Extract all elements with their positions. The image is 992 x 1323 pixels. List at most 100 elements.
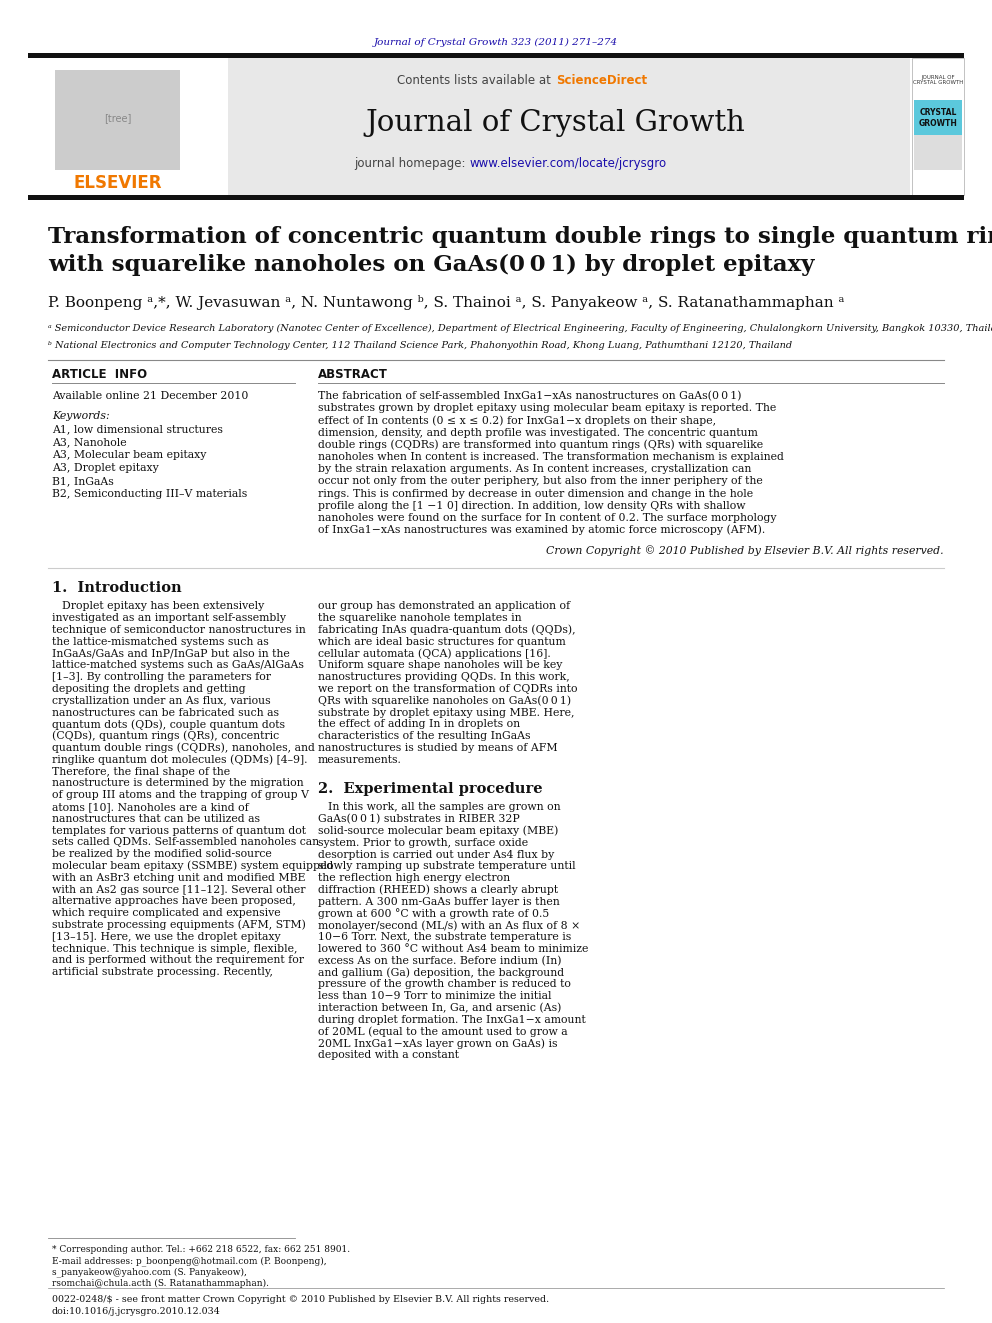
Text: ᵃ Semiconductor Device Research Laboratory (Nanotec Center of Excellence), Depar: ᵃ Semiconductor Device Research Laborato… — [48, 323, 992, 332]
Text: the lattice-mismatched systems such as: the lattice-mismatched systems such as — [52, 636, 269, 647]
Text: technique of semiconductor nanostructures in: technique of semiconductor nanostructure… — [52, 624, 306, 635]
Text: system. Prior to growth, surface oxide: system. Prior to growth, surface oxide — [318, 837, 528, 848]
Text: A3, Molecular beam epitaxy: A3, Molecular beam epitaxy — [52, 450, 206, 460]
Text: ringlike quantum dot molecules (QDMs) [4–9].: ringlike quantum dot molecules (QDMs) [4… — [52, 754, 308, 765]
Text: of 20ML (equal to the amount used to grow a: of 20ML (equal to the amount used to gro… — [318, 1027, 567, 1037]
Text: 20ML InxGa1−xAs layer grown on GaAs) is: 20ML InxGa1−xAs layer grown on GaAs) is — [318, 1039, 558, 1049]
Text: Uniform square shape nanoholes will be key: Uniform square shape nanoholes will be k… — [318, 660, 562, 671]
Text: * Corresponding author. Tel.: +662 218 6522, fax: 662 251 8901.: * Corresponding author. Tel.: +662 218 6… — [52, 1245, 350, 1254]
Text: alternative approaches have been proposed,: alternative approaches have been propose… — [52, 897, 296, 906]
Text: excess As on the surface. Before indium (In): excess As on the surface. Before indium … — [318, 955, 561, 966]
Text: our group has demonstrated an application of: our group has demonstrated an applicatio… — [318, 602, 570, 611]
Text: Transformation of concentric quantum double rings to single quantum rings: Transformation of concentric quantum dou… — [48, 226, 992, 247]
Text: substrate by droplet epitaxy using MBE. Here,: substrate by droplet epitaxy using MBE. … — [318, 708, 574, 717]
Text: CRYSTAL
GROWTH: CRYSTAL GROWTH — [919, 108, 957, 128]
Text: with an AsBr3 etching unit and modified MBE: with an AsBr3 etching unit and modified … — [52, 873, 306, 882]
Text: monolayer/second (ML/s) with an As flux of 8 ×: monolayer/second (ML/s) with an As flux … — [318, 919, 580, 930]
Text: substrate processing equipments (AFM, STM): substrate processing equipments (AFM, ST… — [52, 919, 306, 930]
Bar — [55, 70, 180, 169]
Text: be realized by the modified solid-source: be realized by the modified solid-source — [52, 849, 272, 859]
Text: [tree]: [tree] — [104, 112, 132, 123]
Text: quantum double rings (CQDRs), nanoholes, and: quantum double rings (CQDRs), nanoholes,… — [52, 742, 314, 753]
Text: with squarelike nanoholes on GaAs(0 0 1) by droplet epitaxy: with squarelike nanoholes on GaAs(0 0 1)… — [48, 254, 814, 277]
Text: E-mail addresses: p_boonpeng@hotmail.com (P. Boonpeng),: E-mail addresses: p_boonpeng@hotmail.com… — [52, 1256, 326, 1266]
Text: ScienceDirect: ScienceDirect — [556, 74, 647, 86]
Text: P. Boonpeng ᵃ,*, W. Jevasuwan ᵃ, N. Nuntawong ᵇ, S. Thainoi ᵃ, S. Panyakeow ᵃ, S: P. Boonpeng ᵃ,*, W. Jevasuwan ᵃ, N. Nunt… — [48, 295, 844, 310]
Text: [1–3]. By controlling the parameters for: [1–3]. By controlling the parameters for — [52, 672, 271, 683]
Text: Keywords:: Keywords: — [52, 411, 110, 421]
Text: Available online 21 December 2010: Available online 21 December 2010 — [52, 392, 248, 401]
Text: fabricating InAs quadra-quantum dots (QQDs),: fabricating InAs quadra-quantum dots (QQ… — [318, 624, 575, 635]
Text: the squarelike nanohole templates in: the squarelike nanohole templates in — [318, 613, 522, 623]
Bar — [28, 58, 910, 194]
Text: (CQDs), quantum rings (QRs), concentric: (CQDs), quantum rings (QRs), concentric — [52, 730, 279, 741]
Text: crystallization under an As flux, various: crystallization under an As flux, variou… — [52, 696, 271, 705]
Text: of InxGa1−xAs nanostructures was examined by atomic force microscopy (AFM).: of InxGa1−xAs nanostructures was examine… — [318, 525, 765, 536]
Text: doi:10.1016/j.jcrysgro.2010.12.034: doi:10.1016/j.jcrysgro.2010.12.034 — [52, 1307, 221, 1316]
Text: The fabrication of self-assembled InxGa1−xAs nanostructures on GaAs(0 0 1): The fabrication of self-assembled InxGa1… — [318, 390, 741, 401]
Text: technique. This technique is simple, flexible,: technique. This technique is simple, fle… — [52, 943, 298, 954]
Text: the reflection high energy electron: the reflection high energy electron — [318, 873, 510, 882]
Text: rings. This is confirmed by decrease in outer dimension and change in the hole: rings. This is confirmed by decrease in … — [318, 488, 753, 499]
Text: lowered to 360 °C without As4 beam to minimize: lowered to 360 °C without As4 beam to mi… — [318, 943, 588, 954]
Text: Contents lists available at: Contents lists available at — [398, 74, 555, 86]
Text: 0022-0248/$ - see front matter Crown Copyright © 2010 Published by Elsevier B.V.: 0022-0248/$ - see front matter Crown Cop… — [52, 1295, 550, 1304]
Text: solid-source molecular beam epitaxy (MBE): solid-source molecular beam epitaxy (MBE… — [318, 826, 558, 836]
Text: profile along the [1 −1 0] direction. In addition, low density QRs with shallow: profile along the [1 −1 0] direction. In… — [318, 501, 746, 511]
Text: 10−6 Torr. Next, the substrate temperature is: 10−6 Torr. Next, the substrate temperatu… — [318, 933, 571, 942]
Text: www.elsevier.com/locate/jcrysgro: www.elsevier.com/locate/jcrysgro — [470, 156, 668, 169]
Text: during droplet formation. The InxGa1−x amount: during droplet formation. The InxGa1−x a… — [318, 1015, 585, 1025]
Text: B1, InGaAs: B1, InGaAs — [52, 476, 114, 486]
Text: ARTICLE  INFO: ARTICLE INFO — [52, 368, 147, 381]
Text: substrates grown by droplet epitaxy using molecular beam epitaxy is reported. Th: substrates grown by droplet epitaxy usin… — [318, 404, 777, 413]
Bar — [28, 194, 964, 200]
Bar — [914, 101, 962, 135]
Text: depositing the droplets and getting: depositing the droplets and getting — [52, 684, 246, 695]
Text: nanoholes when In content is increased. The transformation mechanism is explaine: nanoholes when In content is increased. … — [318, 452, 784, 462]
Text: Journal of Crystal Growth 323 (2011) 271–274: Journal of Crystal Growth 323 (2011) 271… — [374, 37, 618, 46]
Text: which are ideal basic structures for quantum: which are ideal basic structures for qua… — [318, 636, 565, 647]
Text: nanoholes were found on the surface for In content of 0.2. The surface morpholog: nanoholes were found on the surface for … — [318, 513, 777, 523]
Text: characteristics of the resulting InGaAs: characteristics of the resulting InGaAs — [318, 732, 531, 741]
Text: A3, Droplet epitaxy: A3, Droplet epitaxy — [52, 463, 159, 474]
Text: [13–15]. Here, we use the droplet epitaxy: [13–15]. Here, we use the droplet epitax… — [52, 931, 281, 942]
Text: we report on the transformation of CQDRs into: we report on the transformation of CQDRs… — [318, 684, 577, 695]
Text: A1, low dimensional structures: A1, low dimensional structures — [52, 423, 223, 434]
Bar — [914, 135, 962, 169]
Text: molecular beam epitaxy (SSMBE) system equipped: molecular beam epitaxy (SSMBE) system eq… — [52, 861, 333, 872]
Text: pressure of the growth chamber is reduced to: pressure of the growth chamber is reduce… — [318, 979, 570, 990]
Bar — [28, 58, 228, 194]
Text: JOURNAL OF
CRYSTAL GROWTH: JOURNAL OF CRYSTAL GROWTH — [913, 74, 963, 86]
Text: measurements.: measurements. — [318, 755, 402, 765]
Text: interaction between In, Ga, and arsenic (As): interaction between In, Ga, and arsenic … — [318, 1003, 561, 1013]
Text: and is performed without the requirement for: and is performed without the requirement… — [52, 955, 304, 966]
Text: by the strain relaxation arguments. As In content increases, crystallization can: by the strain relaxation arguments. As I… — [318, 464, 751, 474]
Text: A3, Nanohole: A3, Nanohole — [52, 437, 127, 447]
Text: Therefore, the final shape of the: Therefore, the final shape of the — [52, 766, 230, 777]
Text: quantum dots (QDs), couple quantum dots: quantum dots (QDs), couple quantum dots — [52, 720, 285, 730]
Text: effect of In contents (0 ≤ x ≤ 0.2) for InxGa1−x droplets on their shape,: effect of In contents (0 ≤ x ≤ 0.2) for … — [318, 415, 716, 426]
Text: nanostructure is determined by the migration: nanostructure is determined by the migra… — [52, 778, 304, 789]
Text: Crown Copyright © 2010 Published by Elsevier B.V. All rights reserved.: Crown Copyright © 2010 Published by Else… — [547, 545, 944, 556]
Text: diffraction (RHEED) shows a clearly abrupt: diffraction (RHEED) shows a clearly abru… — [318, 885, 558, 896]
Text: and gallium (Ga) deposition, the background: and gallium (Ga) deposition, the backgro… — [318, 967, 564, 978]
Text: double rings (CQDRs) are transformed into quantum rings (QRs) with squarelike: double rings (CQDRs) are transformed int… — [318, 439, 763, 450]
Text: 1.  Introduction: 1. Introduction — [52, 581, 182, 595]
Text: ᵇ National Electronics and Computer Technology Center, 112 Thailand Science Park: ᵇ National Electronics and Computer Tech… — [48, 341, 793, 351]
Text: InGaAs/GaAs and InP/InGaP but also in the: InGaAs/GaAs and InP/InGaP but also in th… — [52, 648, 290, 659]
Text: dimension, density, and depth profile was investigated. The concentric quantum: dimension, density, and depth profile wa… — [318, 427, 758, 438]
Text: nanostructures that can be utilized as: nanostructures that can be utilized as — [52, 814, 260, 824]
Text: slowly ramping up substrate temperature until: slowly ramping up substrate temperature … — [318, 861, 575, 872]
Text: atoms [10]. Nanoholes are a kind of: atoms [10]. Nanoholes are a kind of — [52, 802, 249, 812]
Text: pattern. A 300 nm-GaAs buffer layer is then: pattern. A 300 nm-GaAs buffer layer is t… — [318, 897, 559, 906]
Text: s_panyakeow@yahoo.com (S. Panyakeow),: s_panyakeow@yahoo.com (S. Panyakeow), — [52, 1267, 247, 1277]
Text: templates for various patterns of quantum dot: templates for various patterns of quantu… — [52, 826, 306, 836]
Text: ELSEVIER: ELSEVIER — [73, 175, 163, 192]
Text: GaAs(0 0 1) substrates in RIBER 32P: GaAs(0 0 1) substrates in RIBER 32P — [318, 814, 520, 824]
Text: which require complicated and expensive: which require complicated and expensive — [52, 908, 281, 918]
Text: with an As2 gas source [11–12]. Several other: with an As2 gas source [11–12]. Several … — [52, 885, 306, 894]
Text: sets called QDMs. Self-assembled nanoholes can: sets called QDMs. Self-assembled nanohol… — [52, 837, 319, 848]
Text: Droplet epitaxy has been extensively: Droplet epitaxy has been extensively — [62, 602, 264, 611]
Text: investigated as an important self-assembly: investigated as an important self-assemb… — [52, 613, 286, 623]
Text: deposited with a constant: deposited with a constant — [318, 1050, 459, 1060]
